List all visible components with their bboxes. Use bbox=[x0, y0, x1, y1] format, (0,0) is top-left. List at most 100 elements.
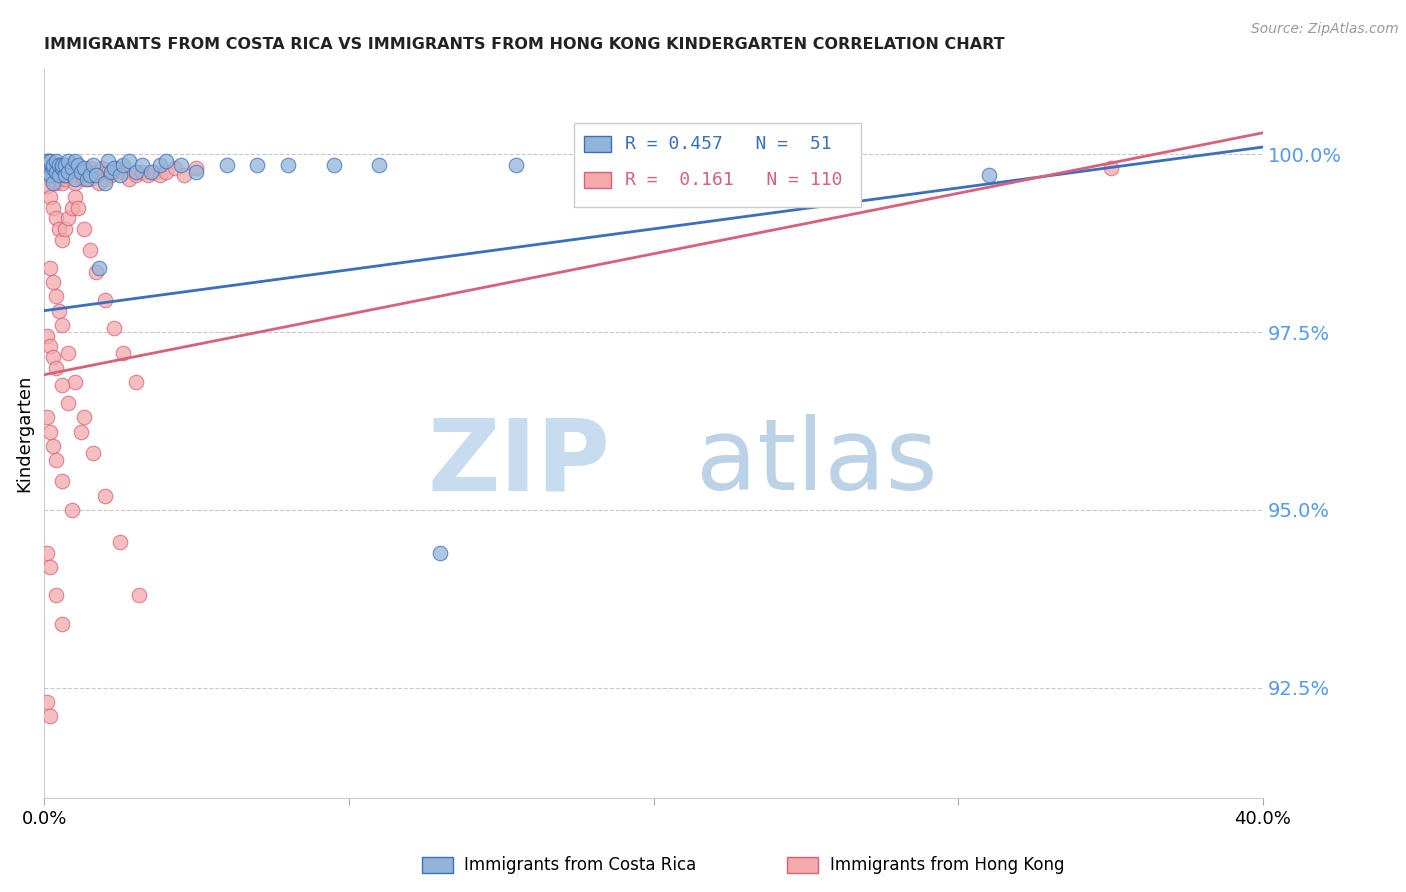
Point bbox=[322, 158, 344, 172]
Point bbox=[277, 158, 299, 172]
Point bbox=[155, 154, 177, 169]
Text: R =  0.161   N = 110: R = 0.161 N = 110 bbox=[626, 171, 844, 189]
Point bbox=[45, 165, 67, 179]
Point bbox=[110, 169, 132, 183]
Point bbox=[505, 158, 527, 172]
Point bbox=[73, 410, 96, 425]
Point bbox=[165, 161, 187, 176]
Text: atlas: atlas bbox=[696, 414, 938, 511]
Point bbox=[429, 546, 451, 560]
Point bbox=[39, 260, 62, 275]
Point bbox=[155, 165, 177, 179]
Point bbox=[42, 169, 65, 183]
Point bbox=[124, 165, 146, 179]
Point bbox=[42, 158, 65, 172]
Point bbox=[58, 346, 80, 360]
Point bbox=[39, 559, 62, 574]
Point bbox=[39, 165, 62, 179]
Point bbox=[42, 201, 65, 215]
Point bbox=[977, 169, 1000, 183]
FancyBboxPatch shape bbox=[583, 136, 610, 152]
Point bbox=[63, 161, 86, 176]
Point bbox=[82, 169, 104, 183]
Point bbox=[58, 165, 80, 179]
Point bbox=[45, 165, 67, 179]
Point bbox=[42, 161, 65, 176]
Point bbox=[51, 161, 73, 176]
Point bbox=[186, 161, 208, 176]
FancyBboxPatch shape bbox=[583, 172, 610, 188]
Point bbox=[124, 169, 146, 183]
Point bbox=[100, 169, 122, 183]
Point bbox=[97, 165, 120, 179]
Point bbox=[55, 169, 77, 183]
Point bbox=[73, 222, 96, 236]
Point bbox=[79, 172, 101, 186]
Point bbox=[45, 453, 67, 467]
Point bbox=[51, 475, 73, 489]
Point bbox=[45, 211, 67, 226]
Point bbox=[55, 169, 77, 183]
Point bbox=[170, 158, 193, 172]
Point bbox=[39, 154, 62, 169]
Point bbox=[1099, 161, 1122, 176]
Point bbox=[69, 425, 91, 439]
Point bbox=[39, 172, 62, 186]
Point bbox=[51, 169, 73, 183]
Point bbox=[66, 158, 89, 172]
Point bbox=[139, 165, 162, 179]
Point bbox=[94, 176, 117, 190]
Point bbox=[94, 293, 117, 307]
Point bbox=[128, 588, 150, 602]
Point bbox=[37, 154, 59, 169]
Point bbox=[63, 172, 86, 186]
Point bbox=[37, 154, 59, 169]
Point bbox=[246, 158, 269, 172]
Point bbox=[58, 169, 80, 183]
Point bbox=[48, 169, 70, 183]
Point bbox=[60, 158, 83, 172]
Point bbox=[45, 154, 67, 169]
Point bbox=[48, 222, 70, 236]
Point bbox=[73, 161, 96, 176]
Point bbox=[84, 169, 107, 183]
Point bbox=[103, 161, 125, 176]
Point bbox=[60, 503, 83, 517]
Point bbox=[142, 165, 165, 179]
Point bbox=[37, 165, 59, 179]
Text: IMMIGRANTS FROM COSTA RICA VS IMMIGRANTS FROM HONG KONG KINDERGARTEN CORRELATION: IMMIGRANTS FROM COSTA RICA VS IMMIGRANTS… bbox=[44, 37, 1005, 53]
Point bbox=[51, 176, 73, 190]
Text: Immigrants from Costa Rica: Immigrants from Costa Rica bbox=[464, 856, 696, 874]
Point bbox=[58, 158, 80, 172]
Point bbox=[39, 709, 62, 723]
Point bbox=[37, 165, 59, 179]
Point bbox=[42, 275, 65, 289]
Point bbox=[51, 318, 73, 332]
Point bbox=[37, 546, 59, 560]
Point bbox=[42, 439, 65, 453]
Point bbox=[55, 222, 77, 236]
Point bbox=[149, 158, 172, 172]
Point bbox=[48, 158, 70, 172]
Point bbox=[97, 154, 120, 169]
Point bbox=[79, 243, 101, 257]
Point bbox=[60, 169, 83, 183]
Point bbox=[42, 165, 65, 179]
Point bbox=[37, 695, 59, 709]
Point bbox=[63, 176, 86, 190]
Point bbox=[51, 158, 73, 172]
Point bbox=[112, 158, 135, 172]
Point bbox=[124, 375, 146, 389]
Point bbox=[76, 169, 98, 183]
Point bbox=[63, 190, 86, 204]
Point bbox=[136, 169, 159, 183]
Point bbox=[42, 158, 65, 172]
Point bbox=[100, 165, 122, 179]
Point bbox=[596, 158, 619, 172]
Point bbox=[84, 264, 107, 278]
Point bbox=[112, 165, 135, 179]
Point bbox=[58, 396, 80, 410]
Text: Immigrants from Hong Kong: Immigrants from Hong Kong bbox=[830, 856, 1064, 874]
Point bbox=[55, 172, 77, 186]
Point bbox=[42, 350, 65, 364]
